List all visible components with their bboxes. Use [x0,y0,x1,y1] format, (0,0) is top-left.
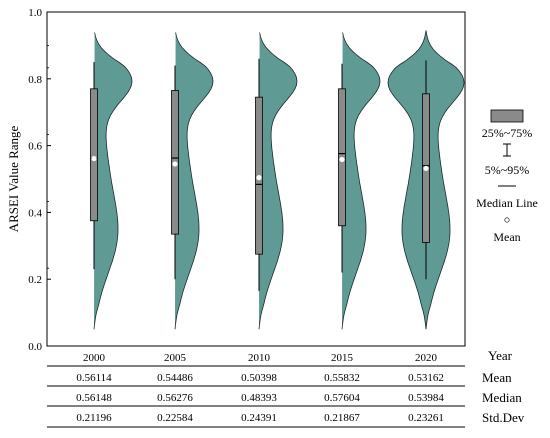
legend-whisker-label: 5%~95% [485,163,529,177]
year-label-2010: 2010 [248,352,271,364]
mean-point-2000 [91,155,97,162]
cell-stddev-2015: 0.21867 [324,412,360,424]
y-axis: 0.0 0.2 0.4 0.6 0.8 1.0 [28,7,51,353]
cell-stddev-2020: 0.23261 [408,412,444,424]
table-header-label: Year [488,348,513,363]
violin-group-2010 [255,32,298,330]
y-tick-label-2: 0.4 [28,207,42,219]
violin-2005 [174,32,214,330]
violin-group-2005 [171,32,214,330]
stats-table: Year 2000 2005 2010 2015 2020 0.56114 0.54486 0… [47,348,525,428]
violin-group-2015 [338,32,381,330]
year-label-2000: 2000 [83,352,106,364]
cell-stddev-2010: 0.24391 [241,412,277,424]
cell-median-2010: 0.48393 [241,392,277,404]
y-tick-label-4: 0.8 [28,74,42,86]
row-label-median: Median [482,390,522,405]
violin-group-2000 [90,32,133,330]
violin-2015 [341,32,381,330]
row-label-mean: Mean [482,370,512,385]
year-label-2020: 2020 [415,352,438,364]
y-tick-label-5: 1.0 [28,7,42,19]
plot-area [46,11,466,347]
cell-median-2005: 0.56276 [157,392,193,404]
violins [90,30,465,330]
year-label-2015: 2015 [331,352,354,364]
cell-mean-2005: 0.54486 [157,372,193,384]
violin-2000 [93,32,133,330]
legend-mean-label: Mean [493,230,520,244]
legend: 25%~75% 5%~95% Median Line Mean [476,109,538,244]
cell-stddev-2000: 0.21196 [76,412,112,424]
violin-group-2020 [387,30,465,330]
legend-box-swatch [490,109,524,123]
violin-2010 [258,32,298,330]
mean-point-2015 [339,156,345,163]
cell-median-2015: 0.57604 [324,392,360,404]
mean-point-2010 [256,175,262,181]
y-tick-label-3: 0.6 [28,141,42,153]
y-tick-label-1: 0.2 [28,274,42,286]
cell-mean-2000: 0.56114 [76,372,112,384]
y-axis-title: ARSEI Value Range [6,125,21,232]
legend-mean-swatch [504,217,510,223]
cell-median-2020: 0.53984 [408,392,444,404]
legend-box-label: 25%~75% [482,126,532,140]
y-tick-label-0: 0.0 [28,341,42,353]
cell-mean-2015: 0.55832 [324,372,360,384]
cell-median-2000: 0.56148 [76,392,112,404]
mean-point-2020 [423,165,429,172]
legend-median-label: Median Line [476,196,538,210]
plot-frame [46,11,466,347]
cell-stddev-2005: 0.22584 [157,412,193,424]
row-label-stddev: Std.Dev [482,410,525,425]
box-2000 [90,88,98,222]
mean-point-2005 [172,161,178,167]
cell-mean-2020: 0.53162 [408,372,444,384]
cell-mean-2010: 0.50398 [241,372,277,384]
legend-whisker-swatch [503,143,511,157]
year-label-2005: 2005 [164,352,187,364]
